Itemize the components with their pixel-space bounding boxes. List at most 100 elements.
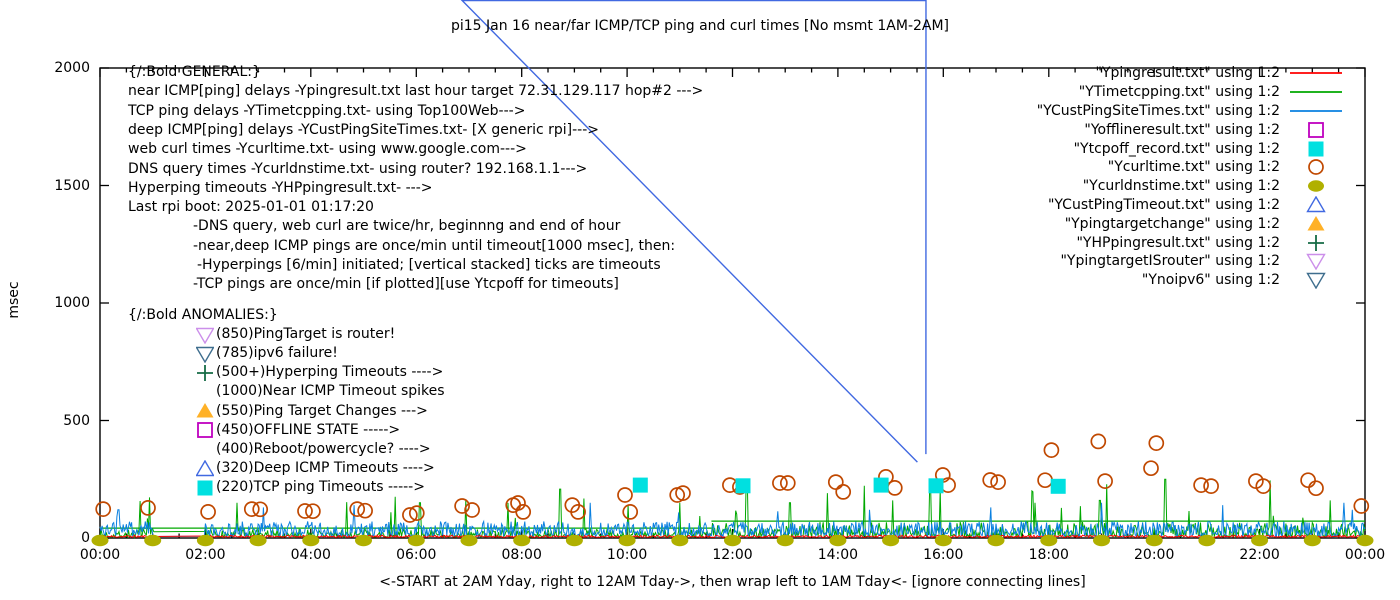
anomaly-item: (320)Deep ICMP Timeouts ----> <box>195 459 435 478</box>
legend-circle-filled-icon <box>1288 177 1344 195</box>
legend-label: "Ytcpoff_record.txt" using 1:2 <box>1073 140 1280 157</box>
triangle-down-open-icon <box>195 326 215 344</box>
triangle-up-open-icon <box>195 459 215 478</box>
x-tick-label: 16:00 <box>923 547 964 563</box>
square-filled-icon <box>196 479 214 497</box>
anomaly-marker-spacer <box>196 440 214 458</box>
anomaly-text: (550)Ping Target Changes ---> <box>216 402 428 419</box>
series-ypingresult-txt <box>100 534 1366 539</box>
legend-item: "YTimetcpping.txt" using 1:2 <box>1037 83 1344 102</box>
anomaly-item: (550)Ping Target Changes ---> <box>196 402 428 421</box>
legend-label: "Ycurldnstime.txt" using 1:2 <box>1082 178 1280 195</box>
legend-label: "Ynoipv6" using 1:2 <box>1141 272 1280 289</box>
triangle-up-filled-icon <box>196 402 214 420</box>
y-tick-label: 1500 <box>54 177 90 194</box>
series-ycurldnstime-points <box>91 534 1374 547</box>
legend-line-sample <box>1288 102 1344 120</box>
general-note-line: deep ICMP[ping] delays -YCustPingSiteTim… <box>128 121 599 138</box>
x-tick-label: 00:00 <box>1344 547 1386 563</box>
anomaly-text: (220)TCP ping Timeouts -----> <box>216 479 425 496</box>
legend-square-filled-icon <box>1288 140 1344 158</box>
legend-item: "YpingtargetISrouter" using 1:2 <box>1037 252 1344 271</box>
anomaly-text: (850)PingTarget is router! <box>216 326 396 342</box>
x-tick-label: 18:00 <box>1028 547 1069 563</box>
legend: "Ypingresult.txt" using 1:2 "YTimetcpping… <box>1037 64 1344 290</box>
anomaly-marker-spacer <box>196 383 214 401</box>
anomaly-item: (450)OFFLINE STATE -----> <box>196 421 400 440</box>
legend-label: "Yofflineresult.txt" using 1:2 <box>1084 121 1280 138</box>
general-note-line: web curl times -Ycurltime.txt- using www… <box>128 141 527 158</box>
legend-item: "Ypingtargetchange" using 1:2 <box>1037 214 1344 233</box>
general-note-line: Hyperping timeouts -YHPpingresult.txt- -… <box>128 179 433 196</box>
legend-item: "Ycurldnstime.txt" using 1:2 <box>1037 177 1344 196</box>
anomaly-item: (400)Reboot/powercycle? ----> <box>196 440 431 459</box>
anomaly-text: (400)Reboot/powercycle? ----> <box>216 440 431 457</box>
legend-square-open-icon <box>1288 121 1344 139</box>
general-note-line: -near,deep ICMP pings are once/min until… <box>193 237 676 254</box>
y-axis-label: msec <box>6 281 22 319</box>
general-note-line: DNS query times -Ycurldnstime.txt- using… <box>128 160 588 177</box>
anomaly-item: (850)PingTarget is router! <box>195 325 396 344</box>
legend-label: "YHPpingresult.txt" using 1:2 <box>1076 234 1280 251</box>
legend-triangle-up-filled-icon <box>1288 215 1344 233</box>
x-tick-label: 14:00 <box>817 547 859 563</box>
legend-triangle-up-open-icon <box>1288 195 1344 214</box>
x-tick-label: 22:00 <box>1239 547 1280 563</box>
legend-item: "YHPpingresult.txt" using 1:2 <box>1037 233 1344 252</box>
legend-triangle-down-open-icon <box>1288 252 1344 271</box>
anomaly-item: (1000)Near ICMP Timeout spikes <box>196 382 445 401</box>
legend-line-sample <box>1288 83 1344 101</box>
general-heading: {/:Bold GENERAL:} <box>128 64 261 80</box>
legend-item: "YCustPingTimeout.txt" using 1:2 <box>1037 195 1344 215</box>
legend-item: "Ynoipv6" using 1:2 <box>1037 271 1344 290</box>
legend-label: "YTimetcpping.txt" using 1:2 <box>1078 84 1280 101</box>
general-note-line: near ICMP[ping] delays -Ypingresult.txt … <box>128 83 704 100</box>
series-ytcpoff-points <box>632 477 1066 494</box>
square-open-icon <box>196 421 214 439</box>
general-note-line: Last rpi boot: 2025-01-01 01:17:20 <box>128 199 374 216</box>
series-ycustpingtimeout-points <box>460 0 927 463</box>
legend-item: "Yofflineresult.txt" using 1:2 <box>1037 120 1344 139</box>
general-note-line: -DNS query, web curl are twice/hr, begin… <box>193 218 621 235</box>
anomaly-text: (450)OFFLINE STATE -----> <box>216 421 401 438</box>
legend-line-sample <box>1288 64 1344 82</box>
y-tick-label: 500 <box>63 412 90 429</box>
series-ycurltime-points <box>95 433 1370 523</box>
legend-item: "Ypingresult.txt" using 1:2 <box>1037 64 1344 83</box>
legend-label: "YpingtargetISrouter" using 1:2 <box>1060 253 1280 270</box>
triangle-down-open-icon <box>195 345 215 363</box>
plus-icon <box>196 364 214 382</box>
legend-label: "Ycurltime.txt" using 1:2 <box>1107 159 1280 176</box>
x-tick-label: 12:00 <box>712 547 753 563</box>
legend-label: "Ypingresult.txt" using 1:2 <box>1095 65 1280 82</box>
y-tick-label: 1000 <box>54 295 90 311</box>
legend-plus-icon <box>1288 234 1344 252</box>
legend-label: "YCustPingTimeout.txt" using 1:2 <box>1047 196 1280 213</box>
anomaly-item: (785)ipv6 failure! <box>195 344 338 363</box>
general-note-line: -Hyperpings [6/min] initiated; [vertical… <box>197 257 661 273</box>
anomaly-text: (500+)Hyperping Timeouts ----> <box>216 364 444 381</box>
x-tick-label: 04:00 <box>290 547 331 563</box>
x-tick-label: 00:00 <box>79 547 121 563</box>
x-tick-label: 08:00 <box>501 547 542 563</box>
series-tcpping-level-line <box>100 520 1365 529</box>
anomaly-text: (785)ipv6 failure! <box>216 345 338 362</box>
anomaly-text: (320)Deep ICMP Timeouts ----> <box>216 460 435 476</box>
legend-triangle-down-open-icon <box>1288 271 1344 290</box>
anomaly-item: (500+)Hyperping Timeouts ----> <box>196 363 443 382</box>
anomalies-heading: {/:Bold ANOMALIES:} <box>128 307 278 323</box>
legend-item: "Ytcpoff_record.txt" using 1:2 <box>1037 139 1344 158</box>
chart-title: pi15 Jan 16 near/far ICMP/TCP ping and c… <box>450 18 950 34</box>
x-tick-label: 20:00 <box>1134 547 1175 563</box>
legend-item: "Ycurltime.txt" using 1:2 <box>1037 158 1344 177</box>
legend-label: "Ypingtargetchange" using 1:2 <box>1064 215 1280 232</box>
legend-label: "YCustPingSiteTimes.txt" using 1:2 <box>1036 102 1280 119</box>
x-tick-label: 10:00 <box>606 547 648 563</box>
x-axis-caption: <-START at 2AM Yday, right to 12AM Tday-… <box>379 574 1086 590</box>
anomaly-text: (1000)Near ICMP Timeout spikes <box>216 383 445 400</box>
anomaly-item: (220)TCP ping Timeouts -----> <box>196 478 425 497</box>
y-tick-label: 0 <box>81 530 90 546</box>
series-ycustpingsitetimes-txt <box>99 502 1366 539</box>
x-tick-label: 06:00 <box>396 547 437 563</box>
